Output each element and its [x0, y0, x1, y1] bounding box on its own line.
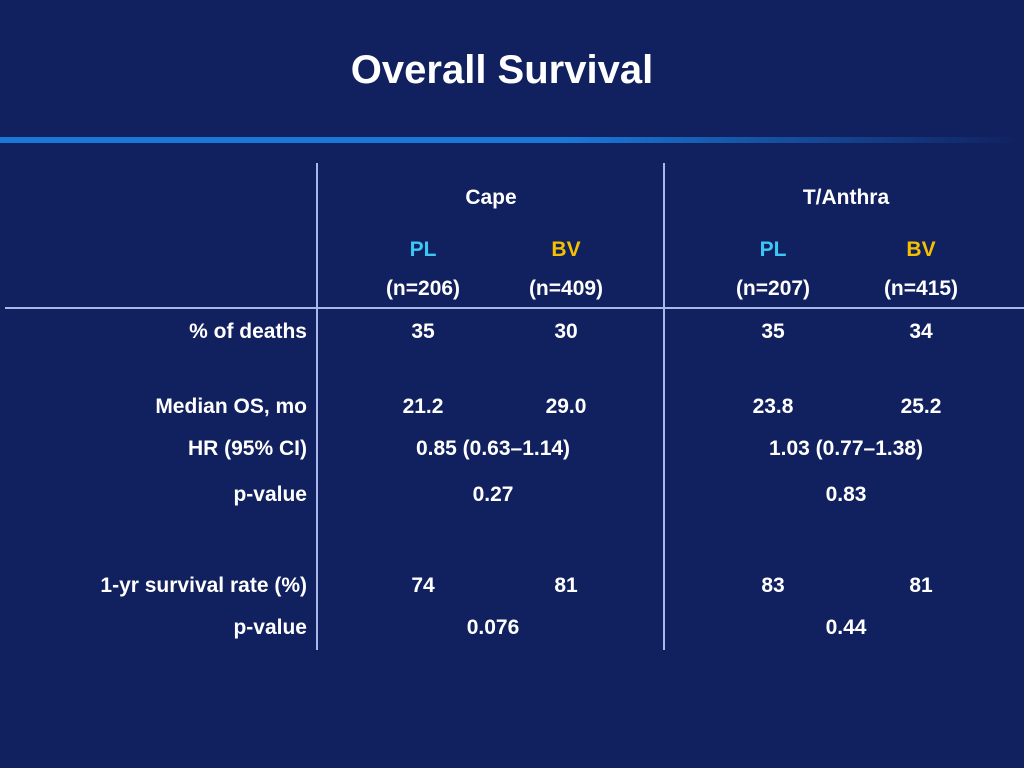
group-header-cape: Cape [465, 186, 517, 209]
arm-n-tanthra-pl: (n=207) [735, 277, 811, 300]
hr-cape: 0.85 (0.63–1.14) [415, 437, 571, 460]
surv1yr-tanthra-bv: 81 [909, 574, 933, 597]
p-surv-cape: 0.076 [466, 616, 520, 639]
p-surv-tanthra: 0.44 [825, 616, 867, 639]
row-label-1yr-survival: 1-yr survival rate (%) [100, 574, 307, 597]
row-label-median-os: Median OS, mo [155, 395, 307, 418]
deaths-cape-bv: 30 [554, 320, 578, 343]
header-divider [5, 307, 1024, 309]
row-label-hr: HR (95% CI) [187, 437, 307, 460]
arm-n-cape-pl: (n=206) [385, 277, 461, 300]
p-os-cape: 0.27 [472, 483, 514, 506]
slide-title: Overall Survival [350, 48, 654, 92]
arm-header-tanthra-pl: PL [759, 238, 787, 261]
median-os-tanthra-pl: 23.8 [752, 395, 794, 418]
arm-header-cape-pl: PL [409, 238, 437, 261]
p-os-tanthra: 0.83 [825, 483, 867, 506]
row-label-p-surv: p-value [233, 616, 307, 639]
column-divider-1 [316, 163, 318, 650]
surv1yr-tanthra-pl: 83 [761, 574, 785, 597]
hr-tanthra: 1.03 (0.77–1.38) [768, 437, 924, 460]
deaths-tanthra-bv: 34 [909, 320, 933, 343]
column-divider-2 [663, 163, 665, 650]
group-header-tanthra: T/Anthra [802, 186, 890, 209]
arm-n-cape-bv: (n=409) [528, 277, 604, 300]
arm-header-cape-bv: BV [551, 238, 581, 261]
median-os-cape-pl: 21.2 [402, 395, 444, 418]
surv1yr-cape-pl: 74 [411, 574, 435, 597]
title-divider [0, 137, 1024, 143]
median-os-tanthra-bv: 25.2 [900, 395, 942, 418]
row-label-deaths: % of deaths [189, 320, 307, 343]
row-label-p-os: p-value [233, 483, 307, 506]
surv1yr-cape-bv: 81 [554, 574, 578, 597]
arm-n-tanthra-bv: (n=415) [883, 277, 959, 300]
arm-header-tanthra-bv: BV [906, 238, 936, 261]
deaths-cape-pl: 35 [411, 320, 435, 343]
median-os-cape-bv: 29.0 [545, 395, 587, 418]
deaths-tanthra-pl: 35 [761, 320, 785, 343]
